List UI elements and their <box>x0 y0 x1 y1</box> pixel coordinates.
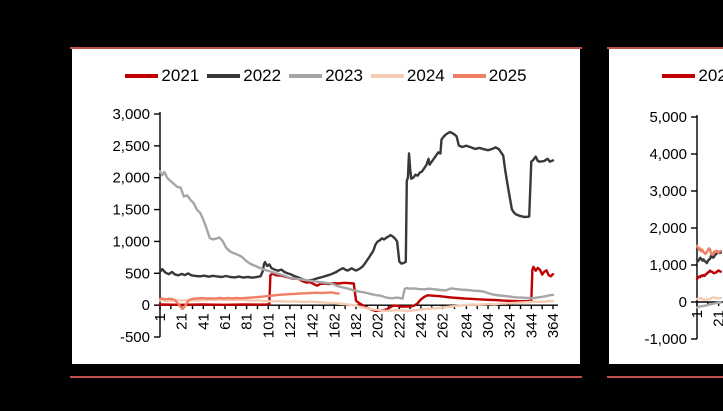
svg-text:-1,000: -1,000 <box>644 331 687 348</box>
svg-text:344: 344 <box>523 313 540 338</box>
legend-item-2022: 2022 <box>207 67 281 84</box>
svg-text:142: 142 <box>305 313 322 338</box>
legend-label-2023: 2023 <box>325 66 363 85</box>
svg-text:2,000: 2,000 <box>112 170 150 187</box>
legend-item-2025: 2025 <box>452 66 527 85</box>
right-chart-plot: 5,000 4,000 3,000 2,000 1,000 0 -1,000 1 21 <box>609 49 723 364</box>
legend-label-2025: 2025 <box>488 66 527 85</box>
legend-label-2022: 2022 <box>243 66 282 85</box>
chart-svg-1: 5,000 4,000 3,000 2,000 1,000 0 -1,000 1 21 <box>644 109 723 348</box>
legend-item-2021: 2021 <box>125 67 199 84</box>
svg-text:1: 1 <box>689 310 706 318</box>
series-line-2025 <box>158 291 340 310</box>
svg-text:4,000: 4,000 <box>649 146 687 163</box>
svg-text:121: 121 <box>282 313 299 338</box>
svg-text:242: 242 <box>413 313 430 338</box>
svg-text:61: 61 <box>217 313 234 330</box>
legend-label-2021: 2021 <box>698 66 723 85</box>
svg-text:3,000: 3,000 <box>112 106 150 123</box>
left-chart-card: 2021 2022 2023 2024 2025 3,000 2,500 2,000 1,50… <box>72 49 580 364</box>
svg-text:324: 324 <box>502 313 519 338</box>
legend-swatch-2023 <box>289 73 323 78</box>
legend-label-2021: 2021 <box>161 66 200 85</box>
series-line-2024 <box>695 296 723 302</box>
legend-swatch-2025 <box>452 73 486 78</box>
left-chart-legend: 2021 2022 2023 2024 2025 <box>72 67 580 84</box>
svg-text:1,500: 1,500 <box>112 202 150 219</box>
svg-text:304: 304 <box>480 313 497 338</box>
svg-text:2,500: 2,500 <box>112 138 150 155</box>
svg-text:0: 0 <box>679 294 687 311</box>
legend-item-2023: 2023 <box>289 67 363 84</box>
svg-text:500: 500 <box>125 265 150 282</box>
series-line-2023 <box>695 301 723 309</box>
svg-text:2,000: 2,000 <box>649 220 687 237</box>
right-card-top-border <box>607 47 723 49</box>
svg-text:5,000: 5,000 <box>649 109 687 126</box>
svg-text:81: 81 <box>239 313 256 330</box>
svg-text:21: 21 <box>174 313 191 330</box>
legend-swatch-2024 <box>370 73 404 78</box>
series-line-2022 <box>158 130 555 282</box>
series-line-2023 <box>158 170 555 300</box>
svg-text:101: 101 <box>260 313 277 338</box>
left-chart-plot: 3,000 2,500 2,000 1,500 1,000 500 0 -500 1 21 41 61… <box>72 49 580 364</box>
svg-text:1,000: 1,000 <box>112 233 150 250</box>
svg-text:1: 1 <box>152 313 169 321</box>
svg-text:182: 182 <box>348 313 365 338</box>
svg-text:284: 284 <box>458 313 475 338</box>
legend-item-2024: 2024 <box>370 66 445 85</box>
svg-text:202: 202 <box>370 313 387 338</box>
svg-text:262: 262 <box>435 313 452 338</box>
legend-label-2024: 2024 <box>406 66 445 85</box>
svg-text:364: 364 <box>545 313 562 338</box>
svg-text:1,000: 1,000 <box>649 257 687 274</box>
series-line-2022 <box>695 250 723 265</box>
svg-text:222: 222 <box>391 313 408 338</box>
svg-text:41: 41 <box>195 313 212 330</box>
svg-text:3,000: 3,000 <box>649 183 687 200</box>
series-line-2024 <box>158 298 555 313</box>
left-card-top-border <box>70 47 582 49</box>
series-line-2025 <box>695 244 723 256</box>
svg-text:21: 21 <box>711 310 723 327</box>
legend-swatch-2022 <box>207 73 241 78</box>
tick-labels-1: 5,000 4,000 3,000 2,000 1,000 0 -1,000 1 21 <box>644 109 723 348</box>
legend-swatch-2021 <box>662 73 696 78</box>
right-card-bottom-border <box>607 376 723 378</box>
svg-text:0: 0 <box>142 297 150 314</box>
svg-text:162: 162 <box>326 313 343 338</box>
svg-text:-500: -500 <box>120 329 150 346</box>
left-card-bottom-border <box>70 376 582 378</box>
legend-item-2021: 2021 <box>662 67 723 84</box>
series-line-2021 <box>695 269 723 281</box>
legend-swatch-2021 <box>125 73 159 78</box>
